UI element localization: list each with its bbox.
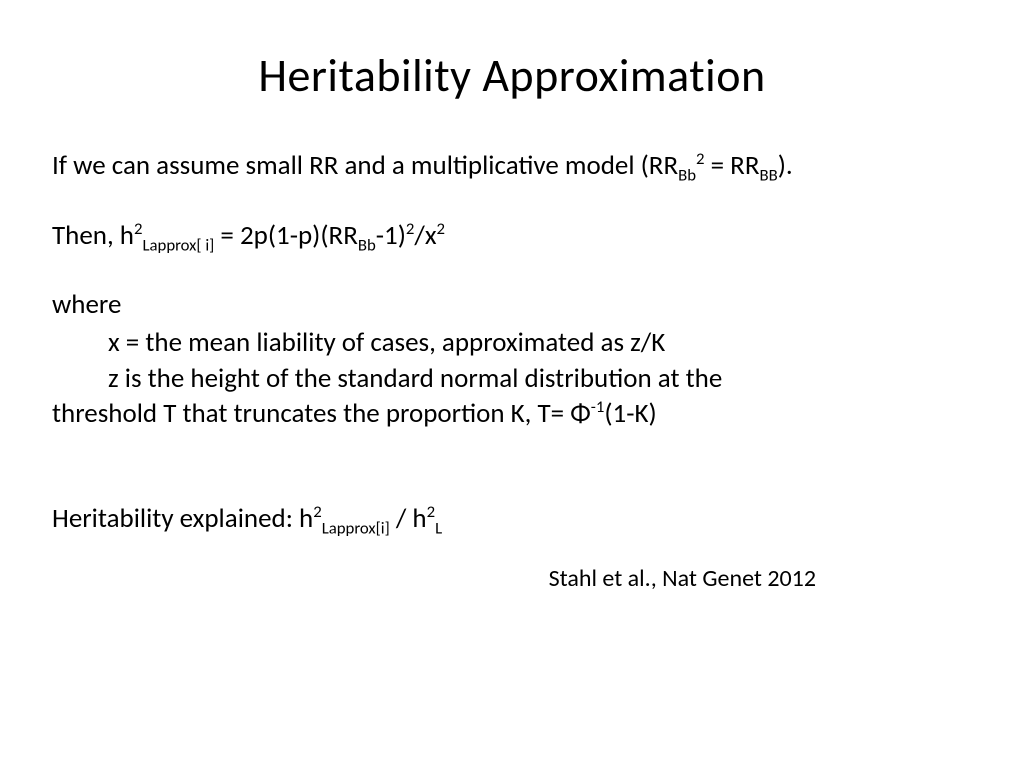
text: z is the height of the standard normal d…: [52, 361, 722, 397]
citation: Stahl et al., Nat Genet 2012: [52, 563, 972, 595]
where-line-2: z is the height of the standard normal d…: [52, 361, 972, 432]
heritability-explained-line: Heritability explained: h2Lapprox[i] / h…: [52, 501, 972, 537]
text: / h: [390, 502, 427, 535]
text: = RR: [705, 149, 760, 182]
subscript: L: [435, 519, 442, 539]
superscript: 2: [427, 502, 435, 522]
text: If we can assume small RR and a multipli…: [52, 149, 678, 182]
text: (1-K): [604, 397, 656, 430]
where-line-1: x = the mean liability of cases, approxi…: [52, 325, 972, 361]
where-label: where: [52, 287, 972, 323]
where-block: where x = the mean liability of cases, a…: [52, 287, 972, 432]
formula-line: Then, h2Lapprox[ i] = 2p(1-p)(RRBb-1)2/x…: [52, 218, 972, 254]
superscript: 2: [696, 149, 704, 169]
subscript: Bb: [678, 165, 696, 185]
slide-body: If we can assume small RR and a multipli…: [52, 148, 972, 595]
text: /x: [414, 219, 436, 252]
subscript: BB: [760, 165, 778, 185]
subscript: Lapprox[i]: [322, 519, 390, 539]
superscript: 2: [313, 502, 321, 522]
assumption-line: If we can assume small RR and a multipli…: [52, 148, 972, 184]
text: = 2p(1-p)(RR: [214, 219, 358, 252]
subscript: Lapprox[ i]: [142, 235, 214, 255]
slide: Heritability Approximation If we can ass…: [0, 0, 1024, 768]
text: threshold T that truncates the proportio…: [52, 397, 591, 430]
text: Then, h: [52, 219, 134, 252]
slide-title: Heritability Approximation: [52, 48, 972, 104]
superscript: -1: [591, 397, 605, 417]
superscript: 2: [437, 219, 445, 239]
text: -1): [376, 219, 406, 252]
text: ).: [778, 149, 793, 182]
subscript: Bb: [358, 235, 376, 255]
text: Heritability explained: h: [52, 502, 313, 535]
